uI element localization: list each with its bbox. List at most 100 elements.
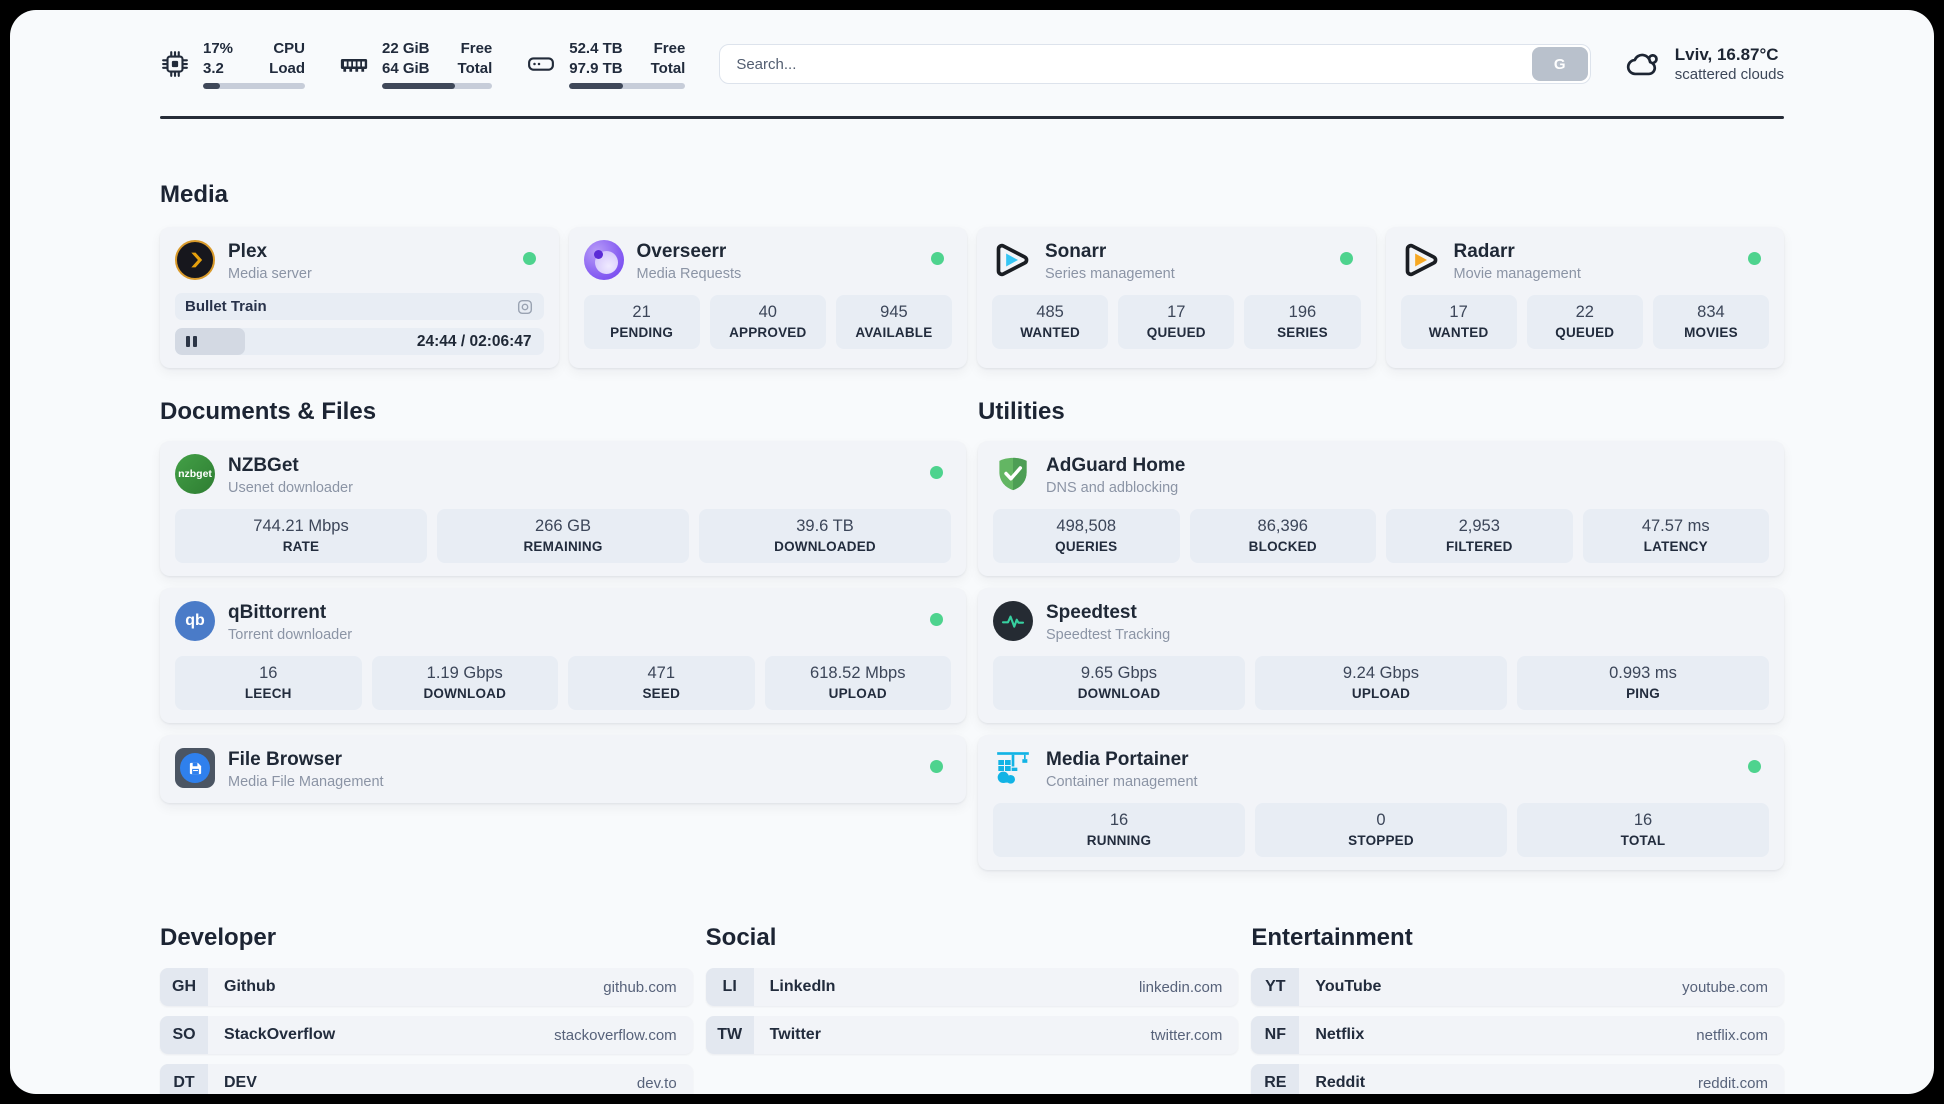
section-title-social: Social — [705, 924, 777, 951]
stat-total: 16 TOTAL — [1517, 803, 1769, 857]
radarr-icon — [1401, 240, 1441, 280]
ram-progress-bar — [382, 83, 493, 89]
link-github[interactable]: GH Github github.com — [160, 968, 693, 1006]
section-title-media: Media — [160, 181, 229, 208]
card-subtitle: Torrent downloader — [228, 627, 353, 643]
ram-stat: 22 GiB Free 64 GiB Total — [339, 39, 493, 89]
card-subtitle: DNS and adblocking — [1046, 480, 1179, 496]
link-twitter[interactable]: TW Twitter twitter.com — [705, 1016, 1239, 1054]
status-dot — [931, 252, 944, 265]
weather-location-temp: Lviv, 16.87°C — [1674, 45, 1779, 64]
link-badge: RE — [1251, 1064, 1300, 1094]
now-playing-row: Bullet Train — [175, 293, 544, 320]
card-radarr[interactable]: Radarr Movie management 17 WANTED 22 QUE… — [1385, 227, 1784, 368]
card-portainer[interactable]: Media Portainer Container management 16 … — [978, 735, 1784, 870]
sonarr-icon — [992, 240, 1032, 280]
disk-stat: 52.4 TB Free 97.9 TB Total — [526, 39, 686, 89]
disk-total-value: 97.9 TB — [569, 59, 623, 77]
card-subtitle: Container management — [1046, 774, 1198, 790]
link-badge: SO — [160, 1016, 208, 1054]
pause-icon[interactable] — [186, 336, 197, 347]
weather-widget[interactable]: Lviv, 16.87°C scattered clouds — [1625, 45, 1784, 83]
section-title-developer: Developer — [160, 924, 277, 951]
stat-download: 1.19 Gbps DOWNLOAD — [371, 656, 558, 710]
stat-rate: 744.21 Mbps RATE — [175, 509, 427, 563]
status-dot — [930, 466, 943, 479]
cpu-progress-bar — [203, 83, 305, 89]
disk-total-label: Total — [650, 59, 686, 77]
card-filebrowser[interactable]: File Browser Media File Management — [160, 735, 966, 803]
stat-running: 16 RUNNING — [993, 803, 1245, 857]
link-badge: LI — [705, 968, 754, 1006]
card-sonarr[interactable]: Sonarr Series management 485 WANTED 17 Q… — [977, 227, 1376, 368]
stat-movies: 834 MOVIES — [1652, 295, 1770, 349]
ram-icon — [340, 59, 368, 72]
stat-stopped: 0 STOPPED — [1255, 803, 1507, 857]
status-dot — [930, 613, 943, 626]
stat-wanted: 17 WANTED — [1400, 295, 1517, 349]
filebrowser-icon — [175, 748, 215, 788]
stat-wanted: 485 WANTED — [992, 295, 1109, 349]
card-subtitle: Media File Management — [228, 774, 384, 790]
stat-ping: 0.993 ms PING — [1517, 656, 1769, 710]
search-bar: G — [719, 44, 1591, 84]
link-dev[interactable]: DT DEV dev.to — [160, 1064, 693, 1094]
status-dot — [930, 760, 943, 773]
cpu-load-value: 3.2 — [203, 59, 224, 77]
links-column-social: Social LI LinkedIn linkedin.com TW Twitt… — [705, 870, 1239, 1094]
top-bar: 17% CPU 3.2 Load 22 GiB Free 64 GiB T — [160, 36, 1784, 92]
stat-queued: 22 QUEUED — [1526, 295, 1643, 349]
card-adguard[interactable]: AdGuard Home DNS and adblocking 498,508 … — [978, 441, 1784, 576]
link-reddit[interactable]: RE Reddit reddit.com — [1251, 1064, 1784, 1094]
search-input[interactable] — [719, 44, 1591, 84]
disk-progress-bar — [569, 83, 686, 89]
card-title: Plex — [228, 241, 268, 262]
link-stackoverflow[interactable]: SO StackOverflow stackoverflow.com — [160, 1016, 693, 1054]
link-badge: DT — [160, 1064, 208, 1094]
stat-remaining: 266 GB REMAINING — [437, 509, 689, 563]
cloud-icon — [1626, 53, 1658, 76]
stat-queued: 17 QUEUED — [1118, 295, 1235, 349]
cpu-load-label: Load — [269, 59, 305, 77]
stat-blocked: 86,396 BLOCKED — [1189, 509, 1376, 563]
link-linkedin[interactable]: LI LinkedIn linkedin.com — [705, 968, 1239, 1006]
disk-icon — [528, 57, 555, 71]
stat-pending: 21 PENDING — [583, 295, 700, 349]
link-netflix[interactable]: NF Netflix netflix.com — [1251, 1016, 1784, 1054]
card-overseerr[interactable]: Overseerr Media Requests 21 PENDING 40 A… — [568, 227, 967, 368]
stat-approved: 40 APPROVED — [709, 295, 826, 349]
playback-progress-row: 24:44 / 02:06:47 — [175, 328, 544, 355]
status-dot — [522, 252, 536, 265]
section-title-utilities: Utilities — [978, 398, 1065, 425]
stat-series: 196 SERIES — [1244, 295, 1361, 349]
cpu-label: CPU — [273, 40, 305, 57]
search-engine-button[interactable]: G — [1531, 47, 1588, 81]
header-divider — [160, 116, 1784, 119]
status-dot — [1339, 252, 1353, 265]
card-qbittorrent[interactable]: qb qBittorrent Torrent downloader 16 LEE… — [160, 588, 966, 723]
card-speedtest[interactable]: Speedtest Speedtest Tracking 9.65 Gbps D… — [978, 588, 1784, 723]
card-title: Overseerr — [636, 241, 727, 262]
ram-free-value: 22 GiB — [382, 40, 430, 57]
stat-filtered: 2,953 FILTERED — [1386, 509, 1573, 563]
card-title: Media Portainer — [1046, 749, 1189, 770]
cpu-stat: 17% CPU 3.2 Load — [160, 39, 305, 89]
card-title: Sonarr — [1045, 241, 1107, 262]
card-nzbget[interactable]: nzbget NZBGet Usenet downloader 744.21 M… — [160, 441, 966, 576]
link-badge: NF — [1251, 1016, 1300, 1054]
card-title: Radarr — [1453, 241, 1515, 262]
ram-free-label: Free — [460, 40, 493, 57]
card-title: File Browser — [228, 749, 343, 770]
card-plex[interactable]: Plex Media server Bullet Train 24:44 / 0… — [160, 227, 559, 368]
card-subtitle: Usenet downloader — [228, 480, 353, 496]
stat-available: 945 AVAILABLE — [835, 295, 953, 349]
cpu-icon — [162, 51, 188, 77]
links-column-developer: Developer GH Github github.com SO StackO… — [160, 870, 693, 1094]
card-subtitle: Speedtest Tracking — [1046, 627, 1171, 643]
link-youtube[interactable]: YT YouTube youtube.com — [1251, 968, 1784, 1006]
playback-time: 24:44 / 02:06:47 — [416, 332, 532, 350]
speedtest-icon — [993, 601, 1033, 641]
stat-queries: 498,508 QUERIES — [993, 509, 1180, 563]
card-subtitle: Media Requests — [636, 266, 742, 282]
stat-seed: 471 SEED — [568, 656, 755, 710]
